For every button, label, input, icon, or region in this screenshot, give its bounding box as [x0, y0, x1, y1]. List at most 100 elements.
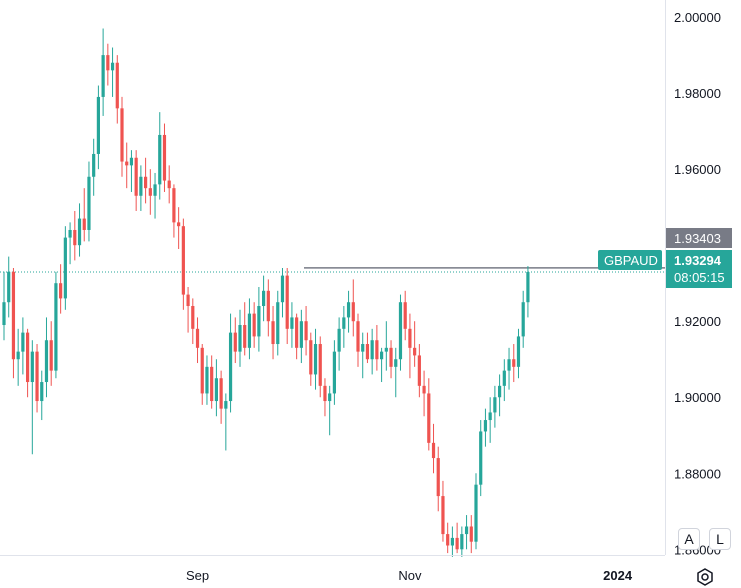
candle	[134, 150, 138, 211]
candle-body	[26, 332, 30, 383]
candle	[502, 359, 506, 402]
candle-body	[11, 271, 16, 360]
candle	[243, 302, 247, 356]
candle	[59, 264, 63, 314]
candle-body	[337, 328, 341, 352]
candle-body	[427, 393, 431, 443]
candle	[54, 271, 58, 379]
candle	[408, 313, 412, 379]
candle	[394, 347, 398, 398]
plot-area	[0, 28, 665, 557]
candle	[40, 370, 44, 421]
candle	[153, 172, 157, 219]
candle-body	[162, 134, 167, 181]
candle-body	[389, 347, 393, 367]
candle-body	[205, 366, 209, 394]
candle-body	[441, 496, 445, 535]
candle	[365, 332, 370, 364]
candle-body	[172, 188, 176, 223]
candle-body	[148, 188, 152, 196]
candle	[77, 203, 82, 257]
candle	[186, 287, 190, 333]
candle	[49, 321, 53, 386]
candle	[441, 480, 445, 542]
candle-body	[271, 321, 275, 345]
last-price-label: 1.93294	[674, 253, 722, 268]
candle	[144, 157, 148, 204]
candle-body	[285, 275, 289, 329]
candle	[521, 290, 525, 348]
candle	[30, 340, 34, 455]
candle	[446, 522, 450, 554]
x-axis-ticks[interactable]: Sep Nov 2024	[186, 568, 633, 583]
candle	[16, 328, 20, 386]
candle-body	[422, 385, 426, 394]
candle	[191, 298, 195, 345]
candle-body	[219, 378, 223, 409]
candle	[252, 302, 256, 348]
candle-body	[384, 347, 388, 352]
candle-body	[257, 306, 261, 337]
candle	[35, 344, 39, 413]
x-tick-label: Nov	[398, 568, 422, 583]
candle	[450, 526, 454, 557]
candle	[262, 275, 266, 322]
candle-body	[224, 401, 228, 409]
candle-body	[450, 537, 454, 546]
y-tick-label: 1.88000	[674, 466, 721, 481]
candle	[110, 47, 115, 97]
candle-body	[7, 271, 11, 303]
candle-body	[252, 313, 256, 337]
candle	[181, 218, 185, 310]
candle	[26, 328, 30, 398]
settings-gear-icon[interactable]	[695, 567, 715, 587]
candle-body	[370, 340, 374, 360]
y-axis-ticks[interactable]: 2.00000 1.98000 1.96000 1.92000 1.90000 1.880…	[674, 10, 721, 557]
candle-body	[394, 359, 398, 367]
candle-body	[144, 176, 148, 189]
candle	[63, 226, 67, 310]
y-tick-label: 2.00000	[674, 10, 721, 25]
candle	[431, 423, 436, 474]
candle-countdown: 08:05:15	[674, 270, 725, 285]
candle	[474, 473, 478, 550]
candle	[224, 393, 228, 451]
candle-body	[262, 290, 266, 307]
candle	[422, 370, 426, 417]
candle	[96, 85, 100, 170]
candle	[125, 142, 129, 189]
candle-body	[233, 332, 237, 352]
candle	[398, 294, 403, 371]
candle-body	[361, 344, 365, 352]
candle-body	[120, 108, 124, 162]
candle-body	[408, 328, 412, 348]
log-scale-button[interactable]: L	[709, 528, 731, 550]
candle	[380, 347, 384, 383]
candle-body	[139, 176, 143, 196]
candle	[205, 355, 209, 405]
candle-body	[125, 161, 129, 166]
candle	[460, 526, 464, 557]
candle-body	[243, 325, 247, 348]
candle-body	[191, 306, 195, 329]
candle	[129, 150, 134, 192]
candle	[172, 184, 176, 238]
candle-body	[280, 275, 285, 303]
candle	[177, 207, 181, 249]
candle	[464, 515, 469, 550]
candle	[427, 378, 431, 451]
candle-body	[153, 184, 157, 196]
candle-body	[356, 321, 360, 352]
candle-body	[417, 355, 421, 386]
candle-body	[49, 340, 53, 371]
auto-scale-button[interactable]: A	[678, 528, 700, 550]
candle	[493, 385, 497, 428]
candle-body	[54, 283, 58, 371]
candle-body	[266, 290, 270, 322]
candle-body	[464, 526, 469, 535]
candle-body	[474, 484, 478, 542]
candle	[139, 165, 143, 211]
candle	[68, 222, 72, 265]
candle	[361, 332, 365, 379]
